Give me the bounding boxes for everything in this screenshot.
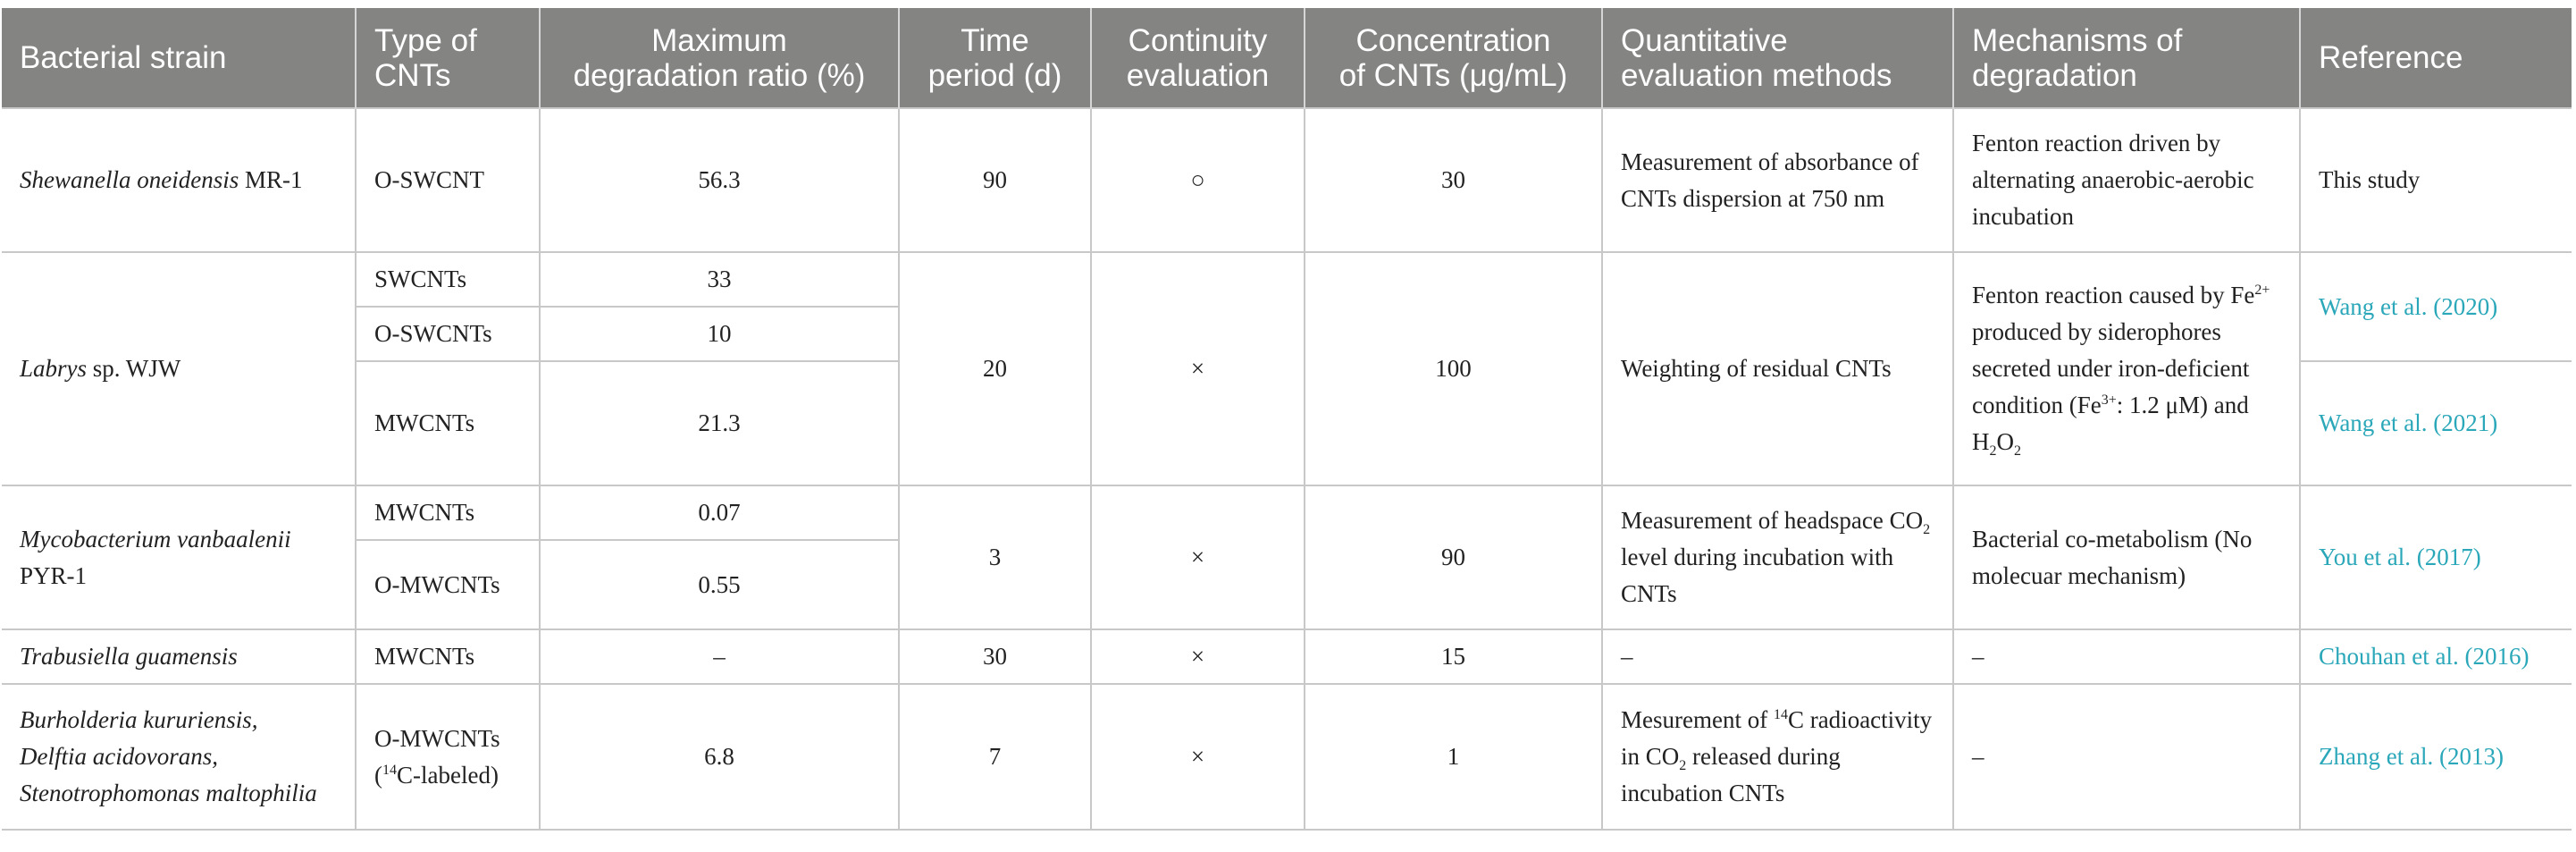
reference-link[interactable]: Chouhan et al. (2016) (2299, 628, 2572, 685)
mechanism-cell: Fenton reaction driven by alternating an… (1952, 107, 2301, 253)
reference-link[interactable]: You et al. (2017) (2299, 485, 2572, 630)
header-continuity-evaluation: Continuity evaluation (1091, 8, 1305, 108)
ratio-cell: 6.8 (539, 683, 900, 831)
quant-method-cell: Measurement of headspace CO2 level durin… (1601, 485, 1954, 630)
cnt-type-cell: O-MWCNTs (356, 539, 541, 630)
table-row: Burholderia kururiensis, Delftia acidovor… (2, 683, 2572, 831)
concentration-cell: 30 (1304, 107, 1603, 253)
quant-method-cell: Weighting of residual CNTs (1601, 251, 1954, 486)
cnt-type-cell: O-MWCNTs (14C-labeled) (355, 683, 541, 831)
strain-cell: Burholderia kururiensis, Delftia acidovor… (2, 683, 357, 831)
continuity-cell: ○ (1090, 107, 1305, 253)
strain-cell: Mycobacterium vanbaalenii PYR-1 (2, 485, 357, 630)
time-cell: 7 (898, 683, 1092, 831)
time-cell: 3 (898, 485, 1092, 630)
ratio-cell: 10 (539, 306, 899, 362)
ratio-cell: 0.07 (539, 485, 900, 541)
strain-cell: Trabusiella guamensis (2, 628, 357, 685)
strain-cell: Labrys sp. WJW (2, 251, 357, 486)
continuity-cell: × (1090, 628, 1305, 685)
mechanism-cell: Bacterial co-metabolism (No molecuar mec… (1952, 485, 2301, 630)
reference-link[interactable]: Zhang et al. (2013) (2299, 683, 2572, 831)
concentration-cell: 15 (1304, 628, 1603, 685)
table-row: O-MWCNTs 0.55 (2, 539, 2572, 630)
header-bacterial-strain: Bacterial strain (2, 8, 357, 108)
cnt-type-cell: MWCNTs (355, 485, 541, 541)
ratio-cell: 0.55 (539, 539, 899, 630)
concentration-cell: 1 (1304, 683, 1603, 831)
cnt-type-cell: O-SWCNT (355, 107, 541, 253)
time-cell: 20 (898, 251, 1092, 486)
cnt-type-cell: MWCNTs (355, 628, 541, 685)
reference-cell: This study (2299, 107, 2572, 253)
time-cell: 30 (898, 628, 1092, 685)
continuity-cell: × (1090, 683, 1305, 831)
ratio-cell: 33 (539, 251, 900, 308)
cnt-type-cell: O-SWCNTs (356, 306, 541, 362)
table-row: Shewanella oneidensis MR-1 O-SWCNT 56.3 … (2, 107, 2572, 253)
cnt-type-cell: MWCNTs (356, 360, 541, 486)
cnt-type-cell: SWCNTs (355, 251, 541, 308)
table-row: O-SWCNTs 10 (2, 306, 2572, 362)
ratio-cell: 56.3 (539, 107, 900, 253)
mechanism-cell: Fenton reaction caused by Fe2+ produced … (1952, 251, 2301, 486)
header-concentration: Concentration of CNTs (μg/mL) (1305, 8, 1603, 108)
concentration-cell: 100 (1304, 251, 1603, 486)
header-time-period: Time period (d) (899, 8, 1092, 108)
header-mechanisms: Mechanisms of degradation (1953, 8, 2301, 108)
table-row: Trabusiella guamensis MWCNTs – 30 × 15 –… (2, 628, 2572, 685)
mechanism-cell: – (1952, 628, 2301, 685)
continuity-cell: × (1090, 485, 1305, 630)
table-row: Labrys sp. WJW SWCNTs 33 20 × 100 Weight… (2, 251, 2572, 486)
time-cell: 90 (898, 107, 1092, 253)
header-type-of-cnts: Type of CNTs (356, 8, 541, 108)
header-reference: Reference (2300, 8, 2572, 108)
reference-link[interactable]: Wang et al. (2021) (2299, 360, 2572, 486)
cnt-degradation-table: Bacterial strain Type of CNTs Maximum degr… (2, 8, 2572, 831)
quant-method-cell: Measurement of absorbance of CNTs disper… (1601, 107, 1954, 253)
header-quantitative-methods: Quantitative evaluation methods (1602, 8, 1954, 108)
strain-cell: Shewanella oneidensis MR-1 (2, 107, 357, 253)
quant-method-cell: – (1601, 628, 1954, 685)
concentration-cell: 90 (1304, 485, 1603, 630)
ratio-cell: – (539, 628, 900, 685)
ratio-cell: 21.3 (539, 360, 900, 486)
continuity-cell: × (1090, 251, 1305, 486)
table-row: Mycobacterium vanbaalenii PYR-1 MWCNTs 0.… (2, 485, 2572, 630)
table-row: MWCNTs 21.3 Wang et al. (2021) (2, 360, 2572, 486)
reference-link[interactable]: Wang et al. (2020) (2299, 251, 2572, 362)
quant-method-cell: Mesurement of 14C radioactivity in CO2 r… (1601, 683, 1954, 831)
header-max-degradation-ratio: Maximum degradation ratio (%) (540, 8, 900, 108)
header-row: Bacterial strain Type of CNTs Maximum degr… (2, 8, 2572, 108)
mechanism-cell: – (1952, 683, 2301, 831)
